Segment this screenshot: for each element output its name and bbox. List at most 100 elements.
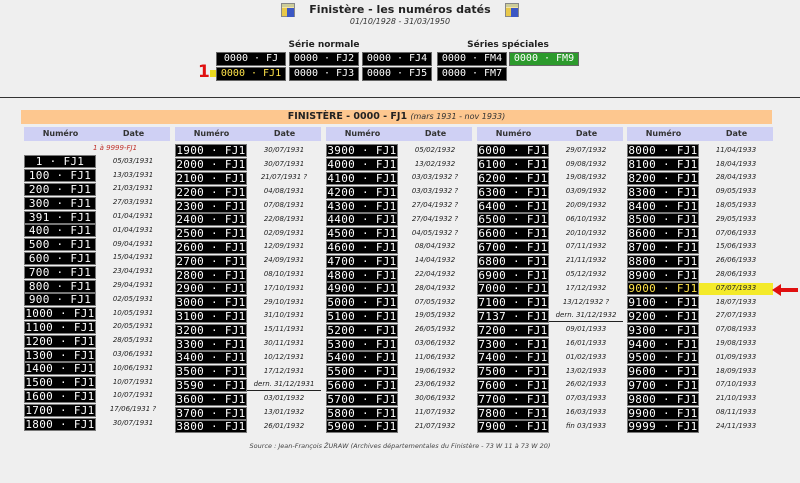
table-row: 5800 · FJ1 11/07/1932	[326, 406, 472, 420]
plate-number: 8200 · FJ1	[627, 171, 699, 185]
table-period: (mars 1931 - nov 1933)	[410, 112, 506, 121]
series-button-fm4[interactable]: 0000 · FM4	[437, 52, 507, 66]
registration-date: 10/06/1931	[112, 363, 154, 372]
series-button-fj[interactable]: 0000 · FJ	[216, 52, 286, 66]
table-row: 900 · FJ1 02/05/1931	[24, 293, 170, 307]
registration-date: 09/01/1933	[565, 325, 607, 334]
series-button-fj4[interactable]: 0000 · FJ4	[362, 52, 432, 66]
table-row: 2300 · FJ1 07/08/1931	[175, 199, 321, 213]
plate-number: 7600 · FJ1	[477, 378, 549, 392]
registration-date: 27/07/1933	[715, 311, 757, 320]
table-row: 1600 · FJ1 10/07/1931	[24, 389, 170, 404]
table-row: 391 · FJ1 01/04/1931	[24, 210, 170, 224]
table-row: 4800 · FJ1 22/04/1932	[326, 268, 472, 282]
plate-number: 6500 · FJ1	[477, 213, 549, 227]
registration-date: 11/06/1932	[414, 352, 456, 361]
plate-number: 9999 · FJ1	[627, 420, 699, 434]
selection-marker	[210, 70, 216, 77]
plate-number: 8500 · FJ1	[627, 213, 699, 227]
header-date: Date	[273, 129, 296, 138]
registration-date: 29/05/1933	[715, 214, 757, 223]
registration-date: 02/05/1931	[112, 294, 154, 303]
plate-number: 8700 · FJ1	[627, 240, 699, 254]
plate-number: 9600 · FJ1	[627, 365, 699, 379]
table-row: 7100 · FJ1 13/12/1932 ?	[477, 296, 623, 310]
plate-number: 3100 · FJ1	[175, 309, 247, 323]
plate-number: 8900 · FJ1	[627, 268, 699, 282]
series-button-fm7[interactable]: 0000 · FM7	[437, 67, 507, 81]
registration-date: 21/11/1932	[565, 256, 607, 265]
plate-number: 4600 · FJ1	[326, 240, 398, 254]
registration-date: 07/07/1933	[699, 282, 773, 295]
registration-date: 31/10/1931	[263, 311, 305, 320]
table-row: 1100 · FJ1 20/05/1931	[24, 320, 170, 335]
date-range: 01/10/1928 - 31/03/1950	[349, 17, 451, 26]
table-row: 9300 · FJ1 07/08/1933	[627, 323, 773, 337]
divider	[0, 97, 800, 98]
plate-number: 5600 · FJ1	[326, 378, 398, 392]
table-row: 3100 · FJ1 31/10/1931	[175, 309, 321, 324]
plate-number: 1300 · FJ1	[24, 348, 96, 362]
plate-number: 300 · FJ1	[24, 196, 96, 210]
series-button-fj5[interactable]: 0000 · FJ5	[362, 67, 432, 81]
registration-date: 01/04/1931	[112, 212, 154, 221]
registration-date: dern. 31/12/1932	[549, 310, 623, 323]
header-date: Date	[122, 129, 145, 138]
plate-number: 4500 · FJ1	[326, 227, 398, 241]
table-row: 7400 · FJ1 01/02/1933	[477, 351, 623, 365]
table-row: 9100 · FJ1 18/07/1933	[627, 296, 773, 310]
plate-number: 1400 · FJ1	[24, 362, 96, 376]
plate-number: 9500 · FJ1	[627, 351, 699, 365]
table-row: 2200 · FJ1 04/08/1931	[175, 185, 321, 199]
registration-date: 07/11/1932	[565, 242, 607, 251]
header-numero: Numéro	[193, 129, 230, 138]
plate-number: 7700 · FJ1	[477, 392, 549, 406]
series-button-fj3[interactable]: 0000 · FJ3	[289, 67, 359, 81]
table-row: 5000 · FJ1 07/05/1932	[326, 296, 472, 310]
column-header: Numéro Date	[326, 127, 472, 141]
series-button-fj2[interactable]: 0000 · FJ2	[289, 52, 359, 66]
table-row: 1700 · FJ1 17/06/1931 ?	[24, 403, 170, 417]
series-button-fj1[interactable]: 0000 · FJ1	[216, 67, 286, 81]
registration-date: 14/04/1932	[414, 256, 456, 265]
table-row: 6900 · FJ1 05/12/1932	[477, 268, 623, 282]
plate-number: 7000 · FJ1	[477, 282, 549, 296]
registration-date: 05/02/1932	[414, 145, 456, 154]
plate-number: 7500 · FJ1	[477, 365, 549, 379]
registration-date: 03/06/1931	[112, 350, 154, 359]
plate-number: 4900 · FJ1	[326, 282, 398, 296]
table-row: 8600 · FJ1 07/06/1933	[627, 227, 773, 241]
table-row: 1300 · FJ1 03/06/1931	[24, 348, 170, 362]
series-button-fm9[interactable]: 0000 · FM9	[509, 52, 579, 66]
header-date: Date	[424, 129, 447, 138]
plate-number: 7200 · FJ1	[477, 323, 549, 337]
table-row: 8000 · FJ1 11/04/1933	[627, 144, 773, 158]
plate-number: 5400 · FJ1	[326, 351, 398, 365]
plate-number: 8300 · FJ1	[627, 185, 699, 199]
table-row: 1500 · FJ1 10/07/1931	[24, 376, 170, 390]
registration-date: 03/09/1932	[565, 187, 607, 196]
plate-number: 500 · FJ1	[24, 238, 96, 252]
registration-date: 07/05/1932	[414, 297, 456, 306]
registration-date: 18/04/1933	[715, 159, 757, 168]
table-row: 5100 · FJ1 19/05/1932	[326, 309, 472, 324]
plate-number: 6300 · FJ1	[477, 185, 549, 199]
registration-date: 03/03/1932 ?	[411, 173, 459, 182]
rows: 1 à 9999-FJ1 1 · FJ1 05/03/1931 100 · FJ1 13…	[24, 144, 170, 431]
registration-date: 01/04/1931	[112, 225, 154, 234]
registration-date: fin 03/1933	[565, 421, 607, 430]
table-row: 5400 · FJ1 11/06/1932	[326, 351, 472, 365]
table-row: 7500 · FJ1 13/02/1933	[477, 365, 623, 379]
table-row: 9000 · FJ1 07/07/1933	[627, 282, 773, 296]
column-header: Numéro Date	[24, 127, 170, 141]
table-row: 1900 · FJ1 30/07/1931	[175, 144, 321, 158]
registration-date: 04/05/1932 ?	[411, 228, 459, 237]
plate-number: 100 · FJ1	[24, 169, 96, 183]
table-title-text: FINISTÈRE - 0000 - FJ1	[287, 111, 408, 122]
table-row: 5600 · FJ1 23/06/1932	[326, 378, 472, 393]
table-row: 1800 · FJ1 30/07/1931	[24, 417, 170, 431]
table-row: 8900 · FJ1 28/06/1933	[627, 268, 773, 282]
registration-date: 04/08/1931	[263, 187, 305, 196]
plate-number: 6400 · FJ1	[477, 199, 549, 213]
table-row: 9900 · FJ1 08/11/1933	[627, 406, 773, 420]
